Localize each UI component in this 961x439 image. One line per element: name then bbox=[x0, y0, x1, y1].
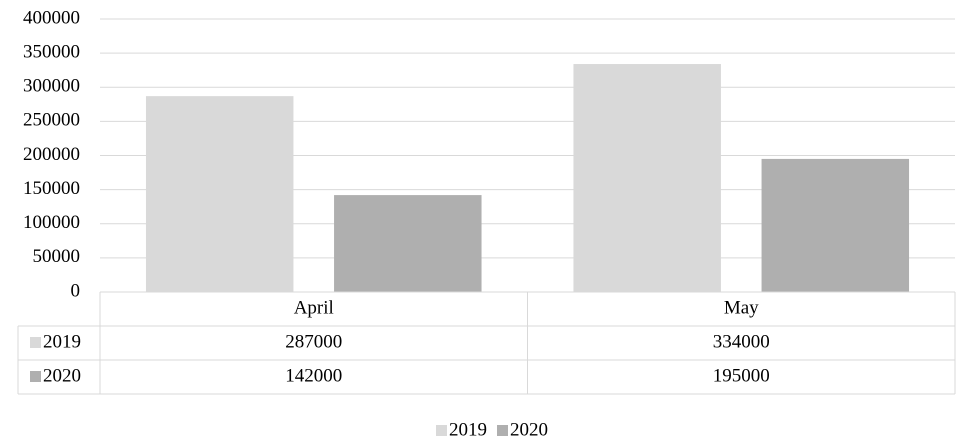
bar bbox=[145, 96, 294, 292]
legend-key bbox=[30, 337, 41, 348]
legend-label: 2020 bbox=[510, 419, 548, 439]
table-value: 142000 bbox=[285, 365, 342, 386]
y-tick-label: 250000 bbox=[23, 110, 80, 131]
table-value: 195000 bbox=[713, 365, 770, 386]
y-tick-label: 300000 bbox=[23, 76, 80, 97]
table-value: 287000 bbox=[285, 331, 342, 352]
legend-key bbox=[436, 425, 447, 436]
x-tick-label: May bbox=[724, 297, 759, 318]
y-tick-label: 350000 bbox=[23, 41, 80, 62]
bar bbox=[573, 64, 721, 292]
x-tick-label: April bbox=[294, 297, 334, 318]
y-tick-label: 0 bbox=[71, 280, 81, 301]
y-tick-label: 200000 bbox=[23, 144, 80, 165]
legend-label: 2019 bbox=[449, 419, 487, 439]
y-tick-label: 50000 bbox=[33, 246, 81, 267]
legend-key bbox=[30, 371, 41, 382]
y-tick-label: 150000 bbox=[23, 178, 80, 199]
bar bbox=[334, 195, 482, 292]
legend-key bbox=[497, 425, 508, 436]
table-series-label: 2020 bbox=[43, 365, 81, 386]
y-tick-label: 400000 bbox=[23, 7, 80, 28]
table-value: 334000 bbox=[713, 331, 770, 352]
table-series-label: 2019 bbox=[43, 331, 81, 352]
y-tick-label: 100000 bbox=[23, 212, 80, 233]
bar bbox=[761, 158, 910, 292]
